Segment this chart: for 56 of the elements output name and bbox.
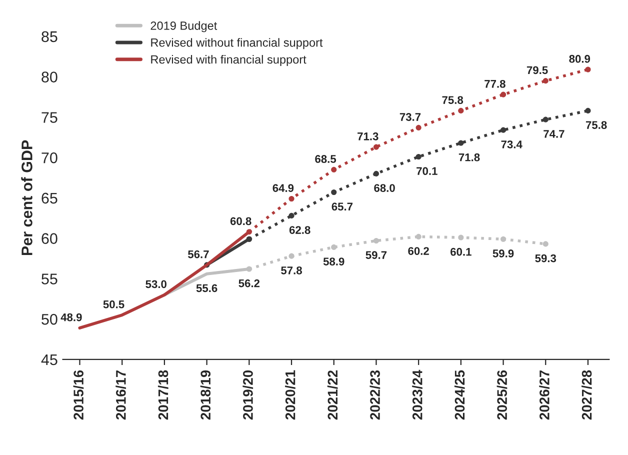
y-tick-label: 55 [42, 274, 58, 284]
data-label: 75.8 [586, 121, 607, 129]
data-label: 60.1 [450, 248, 472, 256]
data-label: 48.9 [60, 313, 82, 322]
data-label: 57.8 [281, 266, 302, 274]
data-label: 75.8 [442, 96, 464, 104]
x-tick-label: 2015/16 [73, 370, 84, 420]
data-label: 60.2 [408, 247, 429, 255]
y-tick-label: 45 [41, 354, 58, 366]
x-tick-label: 2019/20 [242, 370, 254, 420]
data-label: 56.2 [238, 279, 260, 288]
x-tick-label: 2026/27 [539, 370, 550, 420]
x-tick-label: 2021/22 [327, 370, 338, 420]
data-label: 77.8 [484, 80, 506, 88]
x-tick-label: 2023/24 [412, 370, 422, 420]
y-tick-label: 65 [42, 192, 58, 204]
data-label: 59.7 [366, 251, 387, 259]
data-label: 71.3 [358, 132, 378, 140]
data-label: 79.5 [526, 66, 548, 74]
y-tick-label: 75 [42, 112, 58, 123]
data-label: 50.5 [103, 300, 124, 308]
y-axis-title: Per cent of GDP [21, 140, 32, 256]
data-label: 64.9 [272, 184, 294, 192]
x-tick-label: 2018/19 [200, 370, 211, 420]
data-label: 59.3 [535, 254, 556, 262]
y-tick-label: 85 [42, 31, 58, 42]
data-label: 74.7 [544, 130, 564, 138]
data-label: 58.9 [323, 258, 344, 266]
legend-label: 2019 Budget [150, 21, 218, 32]
x-tick-label: 2017/18 [158, 370, 168, 420]
data-label: 55.6 [196, 284, 218, 292]
data-label: 53.0 [146, 280, 166, 288]
data-label: 73.4 [501, 140, 522, 148]
x-tick-label: 2025/26 [496, 370, 508, 420]
data-label: 80.9 [569, 54, 590, 63]
x-tick-label: 2027/28 [582, 370, 592, 420]
data-label: 60.8 [230, 217, 252, 226]
y-tick-label: 80 [42, 72, 58, 82]
data-label: 71.8 [458, 153, 480, 162]
y-tick-label: 70 [42, 152, 58, 164]
x-tick-label: 2020/21 [285, 370, 296, 420]
data-label: 62.8 [289, 226, 310, 234]
y-tick-label: 60 [42, 233, 58, 244]
data-label: 73.7 [400, 113, 421, 121]
x-tick-label: 2016/17 [116, 370, 126, 420]
data-label: 70.1 [416, 167, 438, 175]
data-label: 65.7 [332, 202, 353, 211]
legend-label: Revised with financial support [151, 54, 306, 66]
data-label: 68.0 [374, 184, 395, 192]
x-tick-label: 2024/25 [454, 370, 465, 420]
data-label: 59.9 [492, 250, 514, 258]
data-label: 56.7 [188, 250, 209, 258]
legend-label: Revised without financial support [151, 38, 323, 50]
y-tick-label: 50 [42, 314, 58, 325]
data-label: 68.5 [315, 155, 336, 163]
x-tick-label: 2022/23 [370, 370, 380, 420]
